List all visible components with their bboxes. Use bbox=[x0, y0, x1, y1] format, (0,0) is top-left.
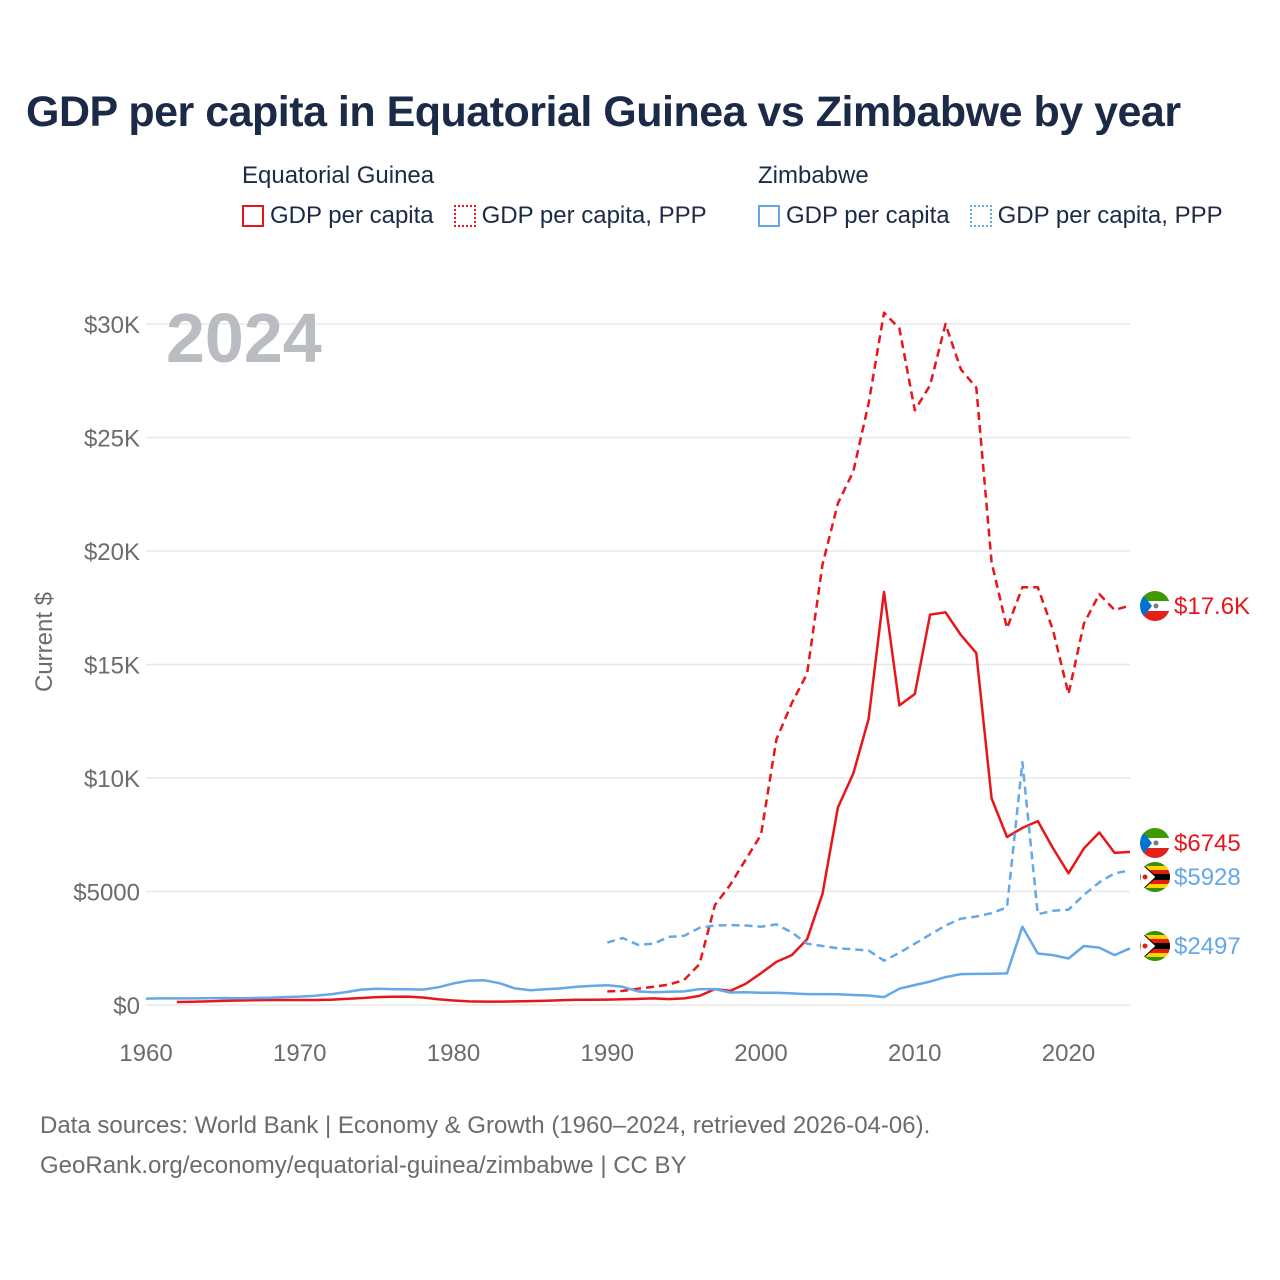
legend-item-eg-ppp[interactable]: GDP per capita, PPP bbox=[453, 202, 707, 230]
end-label-eg-gdp: $6745 bbox=[1174, 830, 1241, 857]
equatorial-guinea-flag-icon bbox=[1140, 591, 1170, 621]
footer: Data sources: World Bank | Economy & Gro… bbox=[40, 1106, 930, 1186]
series-layer bbox=[145, 311, 1131, 1004]
legend-item-eg-gdp[interactable]: GDP per capita bbox=[242, 202, 434, 230]
legend-label: GDP per capita bbox=[270, 202, 434, 229]
end-label-zw-gdp: $2497 bbox=[1174, 933, 1241, 960]
y-tick-label: $5000 bbox=[73, 880, 140, 907]
data-source-text: Data sources: World Bank | Economy & Gro… bbox=[40, 1112, 931, 1139]
x-tick-label: 1990 bbox=[581, 1040, 634, 1067]
legend-group-zimbabwe: Zimbabwe GDP per capita GDP per capita, … bbox=[758, 162, 1235, 230]
legend-item-zw-gdp[interactable]: GDP per capita bbox=[758, 202, 950, 230]
x-tick-label: 1970 bbox=[273, 1040, 326, 1067]
x-tick-label: 2020 bbox=[1042, 1040, 1095, 1067]
legend-group-equatorial-guinea: Equatorial Guinea GDP per capita GDP per… bbox=[242, 162, 719, 230]
series-line-zimbabwe-gdp-per-capita-ppp[interactable] bbox=[606, 760, 1131, 962]
legend-label: GDP per capita bbox=[786, 202, 950, 229]
series-line-equatorial-guinea-gdp-per-capita[interactable] bbox=[176, 590, 1131, 1004]
y-tick-label: $10K bbox=[84, 766, 140, 793]
zimbabwe-flag-icon bbox=[1140, 862, 1170, 892]
legend-label: GDP per capita, PPP bbox=[481, 202, 707, 229]
chart-title: GDP per capita in Equatorial Guinea vs Z… bbox=[26, 88, 1181, 136]
legend-swatch-dotted-icon bbox=[969, 205, 992, 227]
y-tick-label: $20K bbox=[84, 539, 140, 566]
year-watermark: 2024 bbox=[166, 299, 322, 377]
x-tick-label: 2000 bbox=[734, 1040, 787, 1067]
series-line-equatorial-guinea-gdp-per-capita-ppp[interactable] bbox=[607, 311, 1131, 993]
zimbabwe-flag-icon bbox=[1140, 931, 1170, 961]
legend-group-title: Equatorial Guinea bbox=[242, 162, 435, 189]
axis-layer: $0 $5000 $10K $15K $20K $25K $30K 1960 1970 1980 1… bbox=[73, 312, 1095, 1067]
x-tick-label: 1980 bbox=[427, 1040, 480, 1067]
x-tick-label: 2010 bbox=[888, 1040, 941, 1067]
end-label-zw-ppp: $5928 bbox=[1174, 864, 1241, 891]
legend-swatch-solid-icon bbox=[758, 205, 780, 227]
grid-layer bbox=[146, 323, 1130, 1006]
legend-group-title: Zimbabwe bbox=[758, 162, 869, 189]
y-tick-label: $15K bbox=[84, 653, 140, 680]
legend-swatch-dotted-icon bbox=[453, 205, 476, 227]
y-axis-label: Current $ bbox=[31, 592, 58, 692]
end-label-eg-ppp: $17.6K bbox=[1174, 593, 1250, 620]
source-link[interactable]: GeoRank.org/economy/equatorial-guinea/zi… bbox=[40, 1152, 687, 1179]
legend-item-zw-ppp[interactable]: GDP per capita, PPP bbox=[969, 202, 1223, 230]
series-line-zimbabwe-gdp-per-capita[interactable] bbox=[145, 925, 1131, 1000]
y-tick-label: $30K bbox=[84, 312, 140, 339]
y-tick-label: $25K bbox=[84, 426, 140, 453]
equatorial-guinea-flag-icon bbox=[1140, 828, 1170, 858]
legend-swatch-solid-icon bbox=[242, 205, 264, 227]
y-tick-label: $0 bbox=[113, 993, 140, 1020]
legend-label: GDP per capita, PPP bbox=[997, 202, 1223, 229]
x-tick-label: 1960 bbox=[119, 1040, 172, 1067]
